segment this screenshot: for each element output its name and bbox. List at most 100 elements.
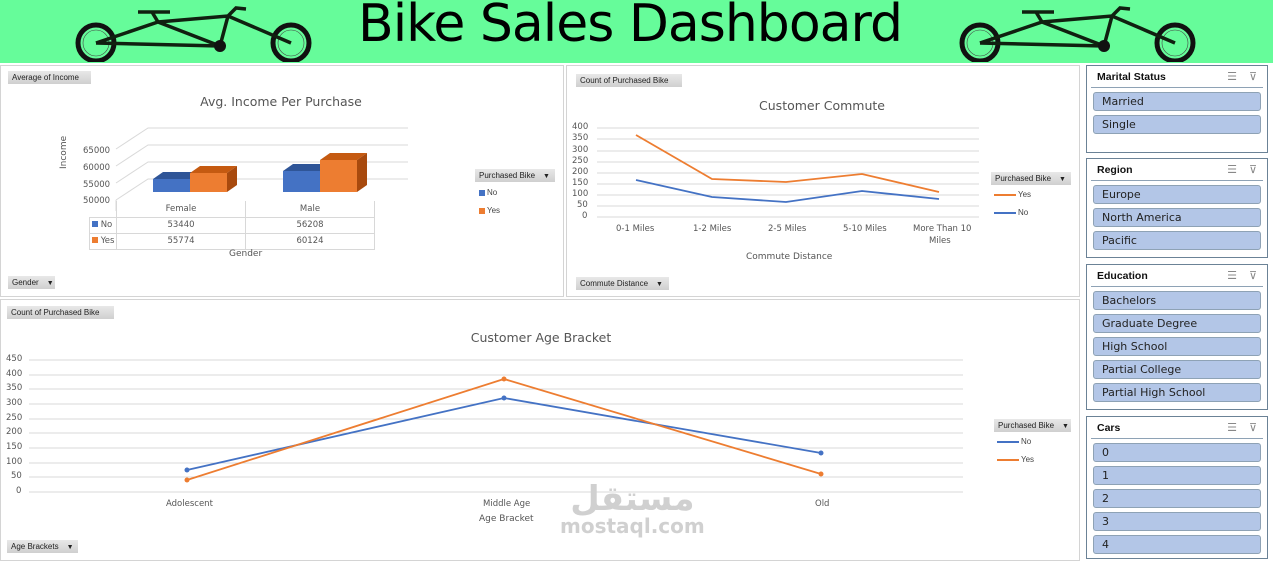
axis-field-button[interactable]: Age Brackets ▼	[7, 540, 78, 553]
table-header: Male	[245, 201, 375, 218]
value-field-button[interactable]: Count of Purchased Bike	[576, 74, 682, 87]
dashboard-title: Bike Sales Dashboard	[358, 0, 903, 54]
chart-data-table: Female Male No 53440 56208 Yes 55774 601…	[89, 201, 375, 250]
table-cell: 53440	[116, 216, 246, 234]
table-row: No 53440 56208	[89, 216, 375, 234]
dropdown-arrow-icon: ▼	[1059, 176, 1066, 183]
age-chart-panel: Count of Purchased Bike Customer Age Bra…	[0, 299, 1080, 561]
y-tick: 300	[572, 145, 589, 155]
bicycle-image-left	[75, 6, 312, 62]
table-cell: 55774	[116, 232, 246, 250]
table-row: Yes 55774 60124	[89, 232, 375, 250]
x-tick: More Than 10	[913, 224, 972, 234]
y-tick: 50	[11, 471, 22, 481]
age-line-chart	[29, 359, 963, 493]
multi-select-icon[interactable]: ☰	[1227, 70, 1237, 83]
multi-select-icon[interactable]: ☰	[1227, 269, 1237, 282]
y-tick: 450	[6, 354, 23, 364]
slicer-item[interactable]: Married	[1093, 92, 1261, 111]
slicer-item[interactable]: Europe	[1093, 185, 1261, 204]
slicer-item[interactable]: Graduate Degree	[1093, 314, 1261, 333]
y-tick: 150	[572, 178, 589, 188]
slicer-item[interactable]: Partial High School	[1093, 383, 1261, 402]
legend-field-button[interactable]: Purchased Bike ▼	[475, 169, 555, 182]
y-tick: 0	[582, 211, 588, 221]
x-tick: Middle Age	[483, 499, 531, 509]
slicer-item[interactable]: Partial College	[1093, 360, 1261, 379]
slicer-title: Cars	[1097, 421, 1121, 434]
axis-field-label: Age Brackets	[11, 542, 59, 551]
y-tick: 300	[6, 398, 23, 408]
chart-title: Avg. Income Per Purchase	[200, 94, 362, 109]
slicer-marital-status: Marital Status ☰ ⊽ Married Single	[1086, 65, 1268, 153]
commute-chart-panel: Count of Purchased Bike Customer Commute…	[566, 65, 1080, 297]
legend-swatch-yes	[92, 237, 98, 243]
legend-swatch-no	[92, 221, 98, 227]
slicer-item[interactable]: Pacific	[1093, 231, 1261, 250]
value-field-button[interactable]: Count of Purchased Bike	[7, 306, 114, 319]
legend-item-no: No	[994, 208, 1028, 217]
y-tick: 250	[6, 413, 23, 423]
legend-field-button[interactable]: Purchased Bike ▼	[994, 419, 1071, 432]
y-tick: 60000	[83, 163, 111, 173]
dropdown-arrow-icon: ▼	[1062, 423, 1069, 430]
clear-filter-icon[interactable]: ⊽	[1248, 163, 1257, 176]
y-tick: 100	[6, 457, 23, 467]
y-tick: 400	[572, 122, 589, 132]
dashboard-header: Bike Sales Dashboard	[0, 0, 1273, 63]
y-tick: 50000	[83, 196, 111, 206]
x-tick: 5-10 Miles	[843, 224, 887, 234]
bar-chart-3d	[115, 127, 408, 211]
x-tick: 1-2 Miles	[693, 224, 732, 234]
legend-field-button[interactable]: Purchased Bike ▼	[991, 172, 1071, 185]
slicer-item[interactable]: 1	[1093, 466, 1261, 485]
dropdown-arrow-icon: ▼	[46, 280, 54, 287]
slicer-item[interactable]: 0	[1093, 443, 1261, 462]
table-cell: 60124	[245, 232, 375, 250]
income-chart-panel: Average of Income Avg. Income Per Purcha…	[0, 65, 564, 297]
slicer-item[interactable]: Bachelors	[1093, 291, 1261, 310]
table-header: Female	[116, 201, 246, 218]
legend-field-label: Purchased Bike	[995, 174, 1052, 183]
axis-field-button[interactable]: Gender ▼	[8, 276, 55, 289]
clear-filter-icon[interactable]: ⊽	[1248, 70, 1257, 83]
bicycle-image-right	[959, 6, 1196, 62]
y-tick: 350	[6, 383, 23, 393]
slicer-education: Education ☰ ⊽ Bachelors Graduate Degree Hi…	[1086, 264, 1268, 410]
clear-filter-icon[interactable]: ⊽	[1248, 269, 1257, 282]
x-tick: Miles	[929, 236, 951, 246]
chart-title: Customer Age Bracket	[470, 330, 612, 345]
table-cell: 56208	[245, 216, 375, 234]
x-axis-label: Age Bracket	[479, 514, 534, 524]
legend-item-no: No	[997, 437, 1031, 446]
row-label: Yes	[100, 236, 115, 246]
slicer-title: Education	[1097, 269, 1148, 282]
slicer-item[interactable]: 3	[1093, 512, 1261, 531]
legend-field-label: Purchased Bike	[479, 171, 536, 180]
axis-field-label: Commute Distance	[580, 279, 649, 288]
slicer-item[interactable]: North America	[1093, 208, 1261, 227]
legend-item-yes: Yes	[994, 190, 1031, 199]
slicer-title: Marital Status	[1097, 70, 1166, 83]
watermark: مستقل mostaql.com	[560, 479, 705, 538]
slicer-title: Region	[1097, 163, 1133, 176]
slicer-item[interactable]: High School	[1093, 337, 1261, 356]
multi-select-icon[interactable]: ☰	[1227, 421, 1237, 434]
axis-field-label: Gender	[12, 278, 39, 287]
x-tick: 0-1 Miles	[616, 224, 655, 234]
x-axis-label: Gender	[229, 249, 263, 259]
multi-select-icon[interactable]: ☰	[1227, 163, 1237, 176]
slicer-item[interactable]: 4	[1093, 535, 1261, 554]
slicer-item[interactable]: 2	[1093, 489, 1261, 508]
x-tick: Old	[815, 499, 830, 509]
slicer-cars: Cars ☰ ⊽ 0 1 2 3 4	[1086, 416, 1268, 559]
row-label: No	[100, 220, 113, 230]
legend-item-yes: Yes	[479, 206, 500, 215]
y-tick: 65000	[83, 146, 111, 156]
clear-filter-icon[interactable]: ⊽	[1248, 421, 1257, 434]
slicer-item[interactable]: Single	[1093, 115, 1261, 134]
y-tick: 200	[6, 427, 23, 437]
value-field-button[interactable]: Average of Income	[8, 71, 91, 84]
commute-line-chart	[597, 127, 979, 218]
axis-field-button[interactable]: Commute Distance ▼	[576, 277, 669, 290]
